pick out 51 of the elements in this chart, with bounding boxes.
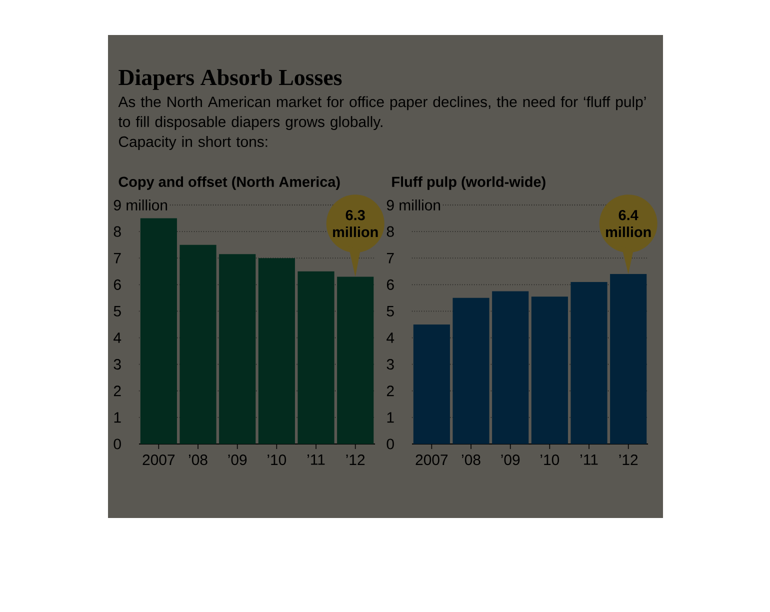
bar [610, 274, 647, 444]
y-tick-label: 9 million [114, 200, 168, 210]
y-tick-label: 6 [386, 279, 394, 290]
x-tick-label: ’08 [462, 454, 480, 466]
bar [413, 324, 450, 444]
bar [570, 282, 608, 444]
y-tick-label: 5 [114, 306, 121, 316]
y-tick-label: 9 million [386, 200, 440, 210]
y-tick-label: 3 [386, 359, 394, 370]
y-tick-label: 7 [386, 252, 394, 264]
x-tick-label: 2007 [142, 454, 175, 466]
bar [258, 258, 295, 444]
bar [140, 218, 177, 444]
y-tick-label: 4 [386, 332, 394, 343]
bar [180, 244, 216, 444]
y-tick-label: 4 [114, 332, 122, 343]
annotation: 6.4 million [606, 210, 651, 238]
y-tick-label: 7 [114, 252, 121, 264]
x-tick-label: ’08 [188, 454, 208, 466]
bar [492, 291, 529, 444]
y-tick-label: 2 [386, 386, 394, 396]
y-tick-label: 5 [386, 306, 394, 316]
chart-title: Fluff pulp (world-wide) [392, 176, 546, 190]
x-tick-label: ’12 [346, 454, 365, 465]
y-tick-label: 6 [114, 279, 121, 290]
x-tick-label: ’11 [580, 454, 598, 465]
y-tick-label: 0 [386, 438, 394, 450]
y-tick-label: 2 [114, 386, 121, 396]
text: Diapers Absorb Losses [118, 69, 342, 90]
bar [298, 271, 334, 444]
y-tick-label: 1 [114, 412, 121, 423]
x-tick-label: ’10 [268, 454, 286, 466]
bar [337, 276, 374, 444]
y-tick-label: 0 [114, 438, 121, 450]
x-tick-label: 2007 [416, 454, 448, 466]
bar [219, 254, 256, 444]
y-tick-label: 1 [387, 412, 394, 423]
x-tick-label: ’11 [308, 454, 325, 465]
x-tick-label: ’09 [501, 454, 520, 466]
x-tick-label: ’10 [540, 454, 560, 466]
text: Capacity in short tons: [118, 136, 268, 150]
annotation: 6.3 million [333, 210, 378, 238]
y-tick-label: 8 [114, 226, 121, 237]
x-tick-label: ’09 [228, 454, 247, 466]
chart-title: Copy and offset (North America) [118, 176, 340, 190]
bar [452, 298, 490, 444]
text: As the North American market for office paper declines, the need for ‘fluff pulp’ to fill disposable diapers grows globally. [118, 96, 646, 130]
bar [531, 296, 568, 444]
y-tick-label: 3 [114, 359, 121, 370]
x-tick-label: ’12 [619, 454, 638, 465]
y-tick-label: 8 [386, 226, 394, 237]
